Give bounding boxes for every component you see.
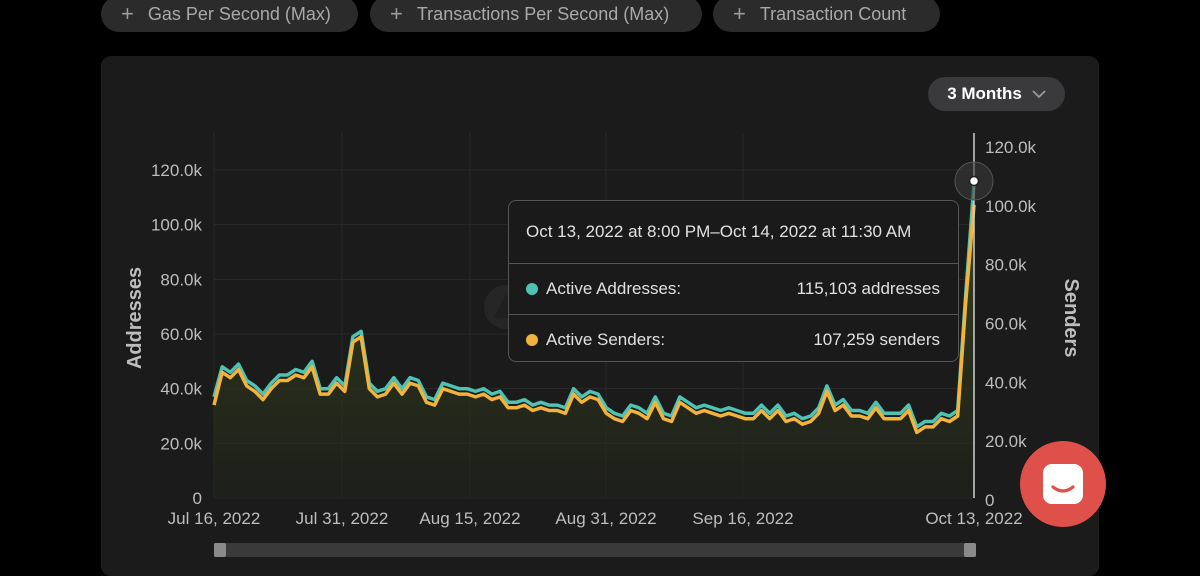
filter-label: Gas Per Second (Max) bbox=[147, 3, 331, 24]
y-tick-left: 0 bbox=[193, 489, 202, 508]
time-range-dropdown[interactable]: 3 Months bbox=[928, 77, 1065, 111]
x-tick: Oct 13, 2022 bbox=[925, 509, 1022, 528]
plus-icon: + bbox=[733, 1, 746, 26]
y-tick-right: 120.0k bbox=[985, 138, 1037, 157]
y-axis-title-left: Addresses bbox=[124, 267, 146, 369]
scrollbar-handle-right[interactable] bbox=[964, 543, 976, 557]
y-axis-title-right: Senders bbox=[1060, 279, 1082, 358]
x-tick: Sep 16, 2022 bbox=[692, 509, 793, 528]
y-tick-left: 40.0k bbox=[160, 380, 202, 399]
time-range-label: 3 Months bbox=[947, 84, 1022, 103]
filter-transactions-per-second-button[interactable]: + Transactions Per Second (Max) bbox=[370, 0, 702, 32]
hover-point bbox=[968, 175, 980, 187]
x-tick: Jul 31, 2022 bbox=[296, 509, 389, 528]
tooltip-date-range: Oct 13, 2022 at 8:00 PM–Oct 14, 2022 at … bbox=[509, 201, 958, 264]
tooltip-row-senders: Active Senders: 107,259 senders bbox=[509, 314, 958, 365]
filter-gas-per-second-button[interactable]: + Gas Per Second (Max) bbox=[101, 0, 358, 32]
chart-tooltip: Oct 13, 2022 at 8:00 PM–Oct 14, 2022 at … bbox=[508, 200, 959, 362]
tooltip-value: 115,103 addresses bbox=[796, 279, 940, 298]
active-senders-line bbox=[212, 204, 976, 435]
filter-transaction-count-button[interactable]: + Transaction Count bbox=[713, 0, 940, 32]
y-tick-left: 100.0k bbox=[151, 216, 203, 235]
x-tick: Aug 31, 2022 bbox=[555, 509, 656, 528]
chevron-down-icon bbox=[1032, 89, 1046, 98]
y-tick-right: 20.0k bbox=[985, 432, 1027, 451]
filter-label: Transaction Count bbox=[759, 3, 907, 24]
plus-icon: + bbox=[121, 1, 134, 26]
tooltip-row-addresses: Active Addresses: 115,103 addresses bbox=[509, 264, 958, 314]
tooltip-value: 107,259 senders bbox=[813, 330, 940, 349]
y-tick-right: 60.0k bbox=[985, 315, 1027, 334]
tooltip-label: Active Addresses: bbox=[546, 279, 682, 298]
y-tick-right: 80.0k bbox=[985, 256, 1027, 275]
senders-legend-dot bbox=[526, 334, 538, 346]
y-tick-left: 20.0k bbox=[160, 434, 202, 453]
active-addresses-line bbox=[212, 183, 976, 429]
scrollbar-handle-left[interactable] bbox=[214, 543, 226, 557]
y-tick-right: 0 bbox=[985, 491, 994, 510]
senders-area-fill bbox=[214, 204, 974, 499]
filter-label: Transactions Per Second (Max) bbox=[416, 3, 670, 24]
chart-range-scrollbar[interactable] bbox=[214, 543, 976, 557]
tooltip-label: Active Senders: bbox=[546, 330, 666, 349]
y-tick-right: 40.0k bbox=[985, 373, 1027, 392]
x-tick: Aug 15, 2022 bbox=[419, 509, 520, 528]
addresses-legend-dot bbox=[526, 283, 538, 295]
y-tick-left: 120.0k bbox=[151, 161, 203, 180]
plus-icon: + bbox=[390, 1, 403, 26]
chat-icon bbox=[1043, 464, 1083, 504]
chat-support-button[interactable] bbox=[1020, 441, 1106, 527]
y-tick-right: 100.0k bbox=[985, 197, 1037, 216]
x-tick: Jul 16, 2022 bbox=[168, 509, 261, 528]
line-chart[interactable]: 0 20.0k 40.0k 60.0k 80.0k 100.0k 120.0k 0 20.0k… bbox=[0, 0, 1200, 554]
y-tick-left: 80.0k bbox=[160, 270, 202, 289]
y-tick-left: 60.0k bbox=[160, 325, 202, 344]
